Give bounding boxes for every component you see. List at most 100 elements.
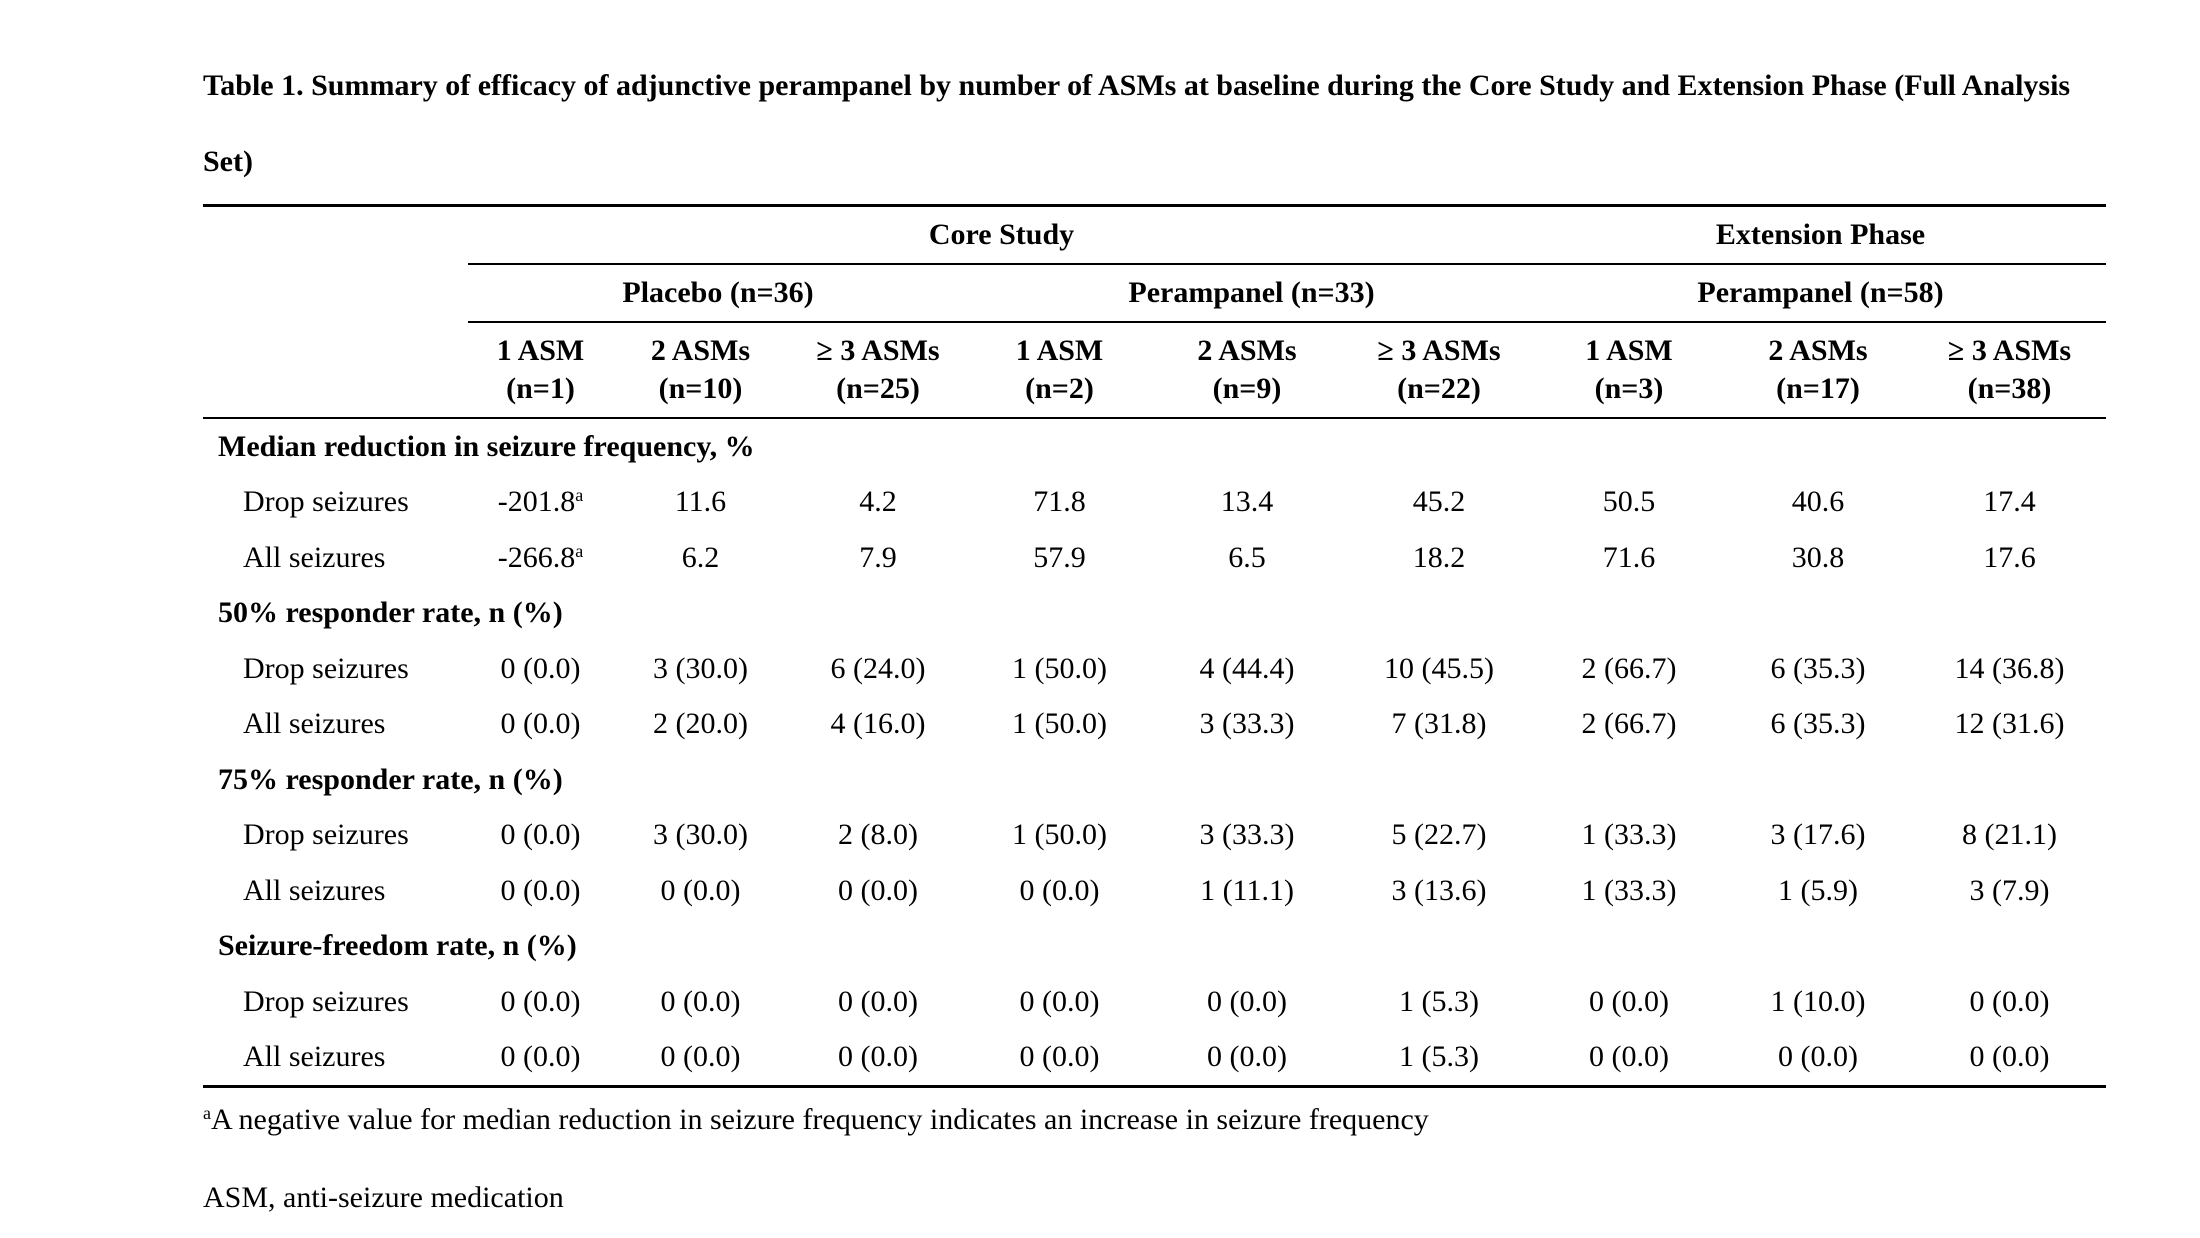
table-cell: 5 (22.7) <box>1343 808 1535 864</box>
column-n-label: (n=2) <box>1025 372 1094 405</box>
table-cell: 57.9 <box>968 530 1151 586</box>
row-label: Drop seizures <box>243 818 409 852</box>
table-cell: 1 (11.1) <box>1151 863 1343 919</box>
row-label: All seizures <box>203 1029 468 1088</box>
column-n-label: (n=38) <box>1967 372 2052 405</box>
cell-value: 0 (0.0) <box>500 1040 581 1074</box>
table-row: Drop seizures -201.8a 11.6 4.2 71.8 13.4 45.2 5… <box>203 475 2106 531</box>
table-cell: 11.6 <box>613 475 788 531</box>
cell-value: 18.2 <box>1412 540 1466 574</box>
header-stub <box>203 322 468 419</box>
table-cell: 0 (0.0) <box>613 863 788 919</box>
column-asm-label: 1 ASM <box>1015 334 1104 367</box>
table-cell: 0 (0.0) <box>1723 1029 1913 1088</box>
row-label: Drop seizures <box>243 485 409 519</box>
cell-value: 2 (66.7) <box>1581 707 1677 741</box>
table-cell: 3 (30.0) <box>613 641 788 697</box>
cell-value: 6.2 <box>681 540 720 574</box>
table-cell: 17.6 <box>1913 530 2106 586</box>
table-cell: 6 (35.3) <box>1723 641 1913 697</box>
cell-value: 0 (0.0) <box>1207 984 1287 1018</box>
cell-value: 6 (35.3) <box>1770 707 1866 741</box>
row-label: All seizures <box>243 707 386 741</box>
table-row: All seizures 0 (0.0) 0 (0.0) 0 (0.0) 0 (0.0)… <box>203 1029 2106 1088</box>
table-cell: 1 (33.3) <box>1535 808 1723 864</box>
cell-value: 0 (0.0) <box>1778 1040 1858 1074</box>
cell-value: 10 (45.5) <box>1384 651 1494 685</box>
table-cell: 0 (0.0) <box>468 974 613 1030</box>
section-title: 75% responder rate, n (%) <box>218 762 563 796</box>
footnote-abbreviation: ASM, anti-seizure medication <box>203 1181 564 1214</box>
cell-value: 2 (8.0) <box>838 818 918 852</box>
core-study-header: Core Study <box>468 204 1535 265</box>
footnote-marker: a <box>575 485 584 506</box>
cell-value: 71.8 <box>1033 485 1086 519</box>
section-row: 75% responder rate, n (%) <box>203 752 2106 808</box>
table-cell: 0 (0.0) <box>468 641 613 697</box>
table-cell: 18.2 <box>1343 530 1535 586</box>
cell-value: 1 (33.3) <box>1581 873 1677 907</box>
table-cell: 1 (10.0) <box>1723 974 1913 1030</box>
section-row: Median reduction in seizure frequency, % <box>203 418 2106 475</box>
table-row: Drop seizures 0 (0.0) 3 (30.0) 2 (8.0) 1 (50… <box>203 808 2106 864</box>
table-cell: -201.8a <box>468 475 613 531</box>
cell-value: 0 (0.0) <box>1019 1040 1100 1074</box>
table-cell: 0 (0.0) <box>968 974 1151 1030</box>
column-header: ≥ 3 ASMs (n=38) <box>1913 322 2106 419</box>
row-label: Drop seizures <box>243 651 409 685</box>
column-n-label: (n=17) <box>1776 372 1860 405</box>
cell-value: 4.2 <box>859 485 897 519</box>
cell-value: 1 (5.3) <box>1399 984 1479 1018</box>
cell-value: 17.6 <box>1983 540 2036 574</box>
placebo-group-header: Placebo (n=36) <box>468 264 968 323</box>
table-cell: 6.5 <box>1151 530 1343 586</box>
cell-value: 3 (30.0) <box>653 818 748 852</box>
table-cell: 45.2 <box>1343 475 1535 531</box>
column-asm-label: 2 ASMs <box>650 334 751 367</box>
section-title: Median reduction in seizure frequency, % <box>218 429 755 463</box>
cell-value: 4 (44.4) <box>1199 651 1295 685</box>
section-title: 50% responder rate, n (%) <box>218 596 563 630</box>
table-cell: 10 (45.5) <box>1343 641 1535 697</box>
cell-value: 0 (0.0) <box>660 873 741 907</box>
table-cell: 0 (0.0) <box>613 1029 788 1088</box>
header-stub <box>203 264 468 322</box>
table-cell: 0 (0.0) <box>468 1029 613 1088</box>
table-cell: 0 (0.0) <box>968 1029 1151 1088</box>
column-asm-label: 1 ASM <box>1585 334 1673 367</box>
footnote-marker: a <box>575 540 584 561</box>
row-label: All seizures <box>243 873 386 907</box>
section-title: Seizure-freedom rate, n (%) <box>218 929 577 963</box>
cell-value: 0 (0.0) <box>838 873 918 907</box>
cell-value: 8 (21.1) <box>1962 818 2057 852</box>
cell-value: 30.8 <box>1791 540 1845 574</box>
footnote-marker: a <box>203 1103 211 1123</box>
section-row: Seizure-freedom rate, n (%) <box>203 919 2106 975</box>
table-cell: 1 (33.3) <box>1535 863 1723 919</box>
table-cell: 71.6 <box>1535 530 1723 586</box>
cell-value: 3 (17.6) <box>1770 818 1866 852</box>
table-cell: 0 (0.0) <box>968 863 1151 919</box>
table-cell: 1 (5.3) <box>1343 974 1535 1030</box>
table-cell: 7.9 <box>788 530 968 586</box>
table-cell: 0 (0.0) <box>1151 974 1343 1030</box>
perampanel-core-group-header: Perampanel (n=33) <box>968 264 1535 323</box>
extension-phase-header: Extension Phase <box>1535 204 2106 265</box>
cell-value: 0 (0.0) <box>838 984 918 1018</box>
table-cell: 3 (33.3) <box>1151 808 1343 864</box>
table-cell: 14 (36.8) <box>1913 641 2106 697</box>
cell-value: 1 (5.3) <box>1399 1040 1479 1074</box>
cell-value: 3 (7.9) <box>1969 873 2050 907</box>
cell-value: 6 (35.3) <box>1770 651 1866 685</box>
cell-value: 1 (33.3) <box>1581 818 1677 852</box>
table-body: Median reduction in seizure frequency, %… <box>203 418 2106 1088</box>
table-cell: 8 (21.1) <box>1913 808 2106 864</box>
cell-value: 0 (0.0) <box>500 707 581 741</box>
cell-value: 3 (13.6) <box>1391 873 1487 907</box>
column-asm-label: 1 ASM <box>496 334 585 367</box>
column-asm-label: 2 ASMs <box>1768 334 1868 367</box>
table-cell: 2 (20.0) <box>613 697 788 753</box>
table-cell: 0 (0.0) <box>1913 1029 2106 1088</box>
cell-value: 57.9 <box>1033 540 1086 574</box>
table-cell: 4.2 <box>788 475 968 531</box>
